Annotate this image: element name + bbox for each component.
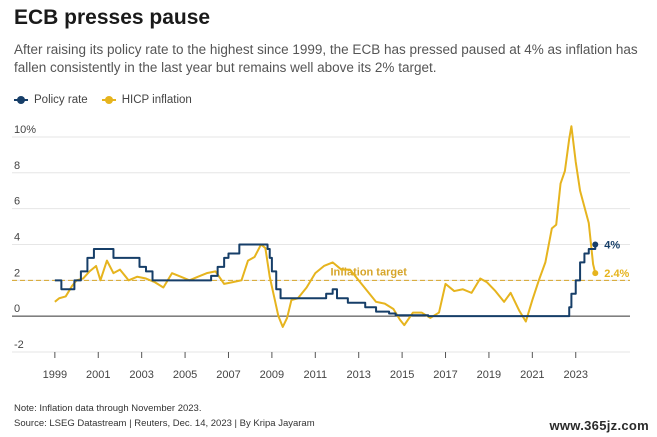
y-tick-label-5: 8 [14,160,20,172]
y-tick-label-6: 10% [14,124,36,136]
legend-label-policy: Policy rate [34,94,88,106]
x-tick-label-7: 2013 [346,369,370,381]
series-line-hicp [54,125,597,328]
source-text: Source: LSEG Datastream | Reuters, Dec. … [14,418,315,429]
y-tick-label-4: 6 [14,196,20,208]
x-tick-label-8: 2015 [390,369,414,381]
x-tick-label-0: 1999 [43,369,67,381]
y-tick-label-2: 2 [14,267,20,279]
chart-subtitle: After raising its policy rate to the hig… [14,42,638,75]
series-end-dot-hicp [592,270,599,277]
legend-swatch-hicp [101,96,116,104]
x-tick-label-4: 2007 [216,369,240,381]
series-end-dot-policy [592,241,599,248]
x-tick-label-12: 2023 [563,369,587,381]
target-label: Inflation target [330,266,407,278]
end-label-hicp: 2.4% [604,268,629,280]
x-tick-label-2: 2003 [129,369,153,381]
series-line-policy [54,243,597,318]
chart-title: ECB presses pause [14,6,211,29]
x-tick-label-10: 2019 [477,369,501,381]
x-tick-label-9: 2017 [433,369,457,381]
x-tick-label-11: 2021 [520,369,544,381]
legend-swatch-policy [14,96,28,104]
end-label-policy: 4% [604,239,620,251]
y-tick-label-1: 0 [14,303,20,315]
watermark: www.365jz.com [549,418,649,433]
footnote: Note: Inflation data through November 20… [14,401,315,431]
x-tick-label-3: 2005 [173,369,197,381]
x-tick-label-1: 2001 [86,369,110,381]
legend-item-hicp: HICP inflation [101,94,192,106]
legend-item-policy: Policy rate [14,94,88,106]
y-tick-label-3: 4 [14,231,20,243]
note-text: Note: Inflation data through November 20… [14,403,202,414]
x-tick-label-6: 2011 [303,369,327,381]
legend: Policy rate HICP inflation [14,94,206,106]
legend-label-hicp: HICP inflation [121,94,192,106]
y-tick-label-0: -2 [14,339,24,351]
x-tick-label-5: 2009 [260,369,284,381]
